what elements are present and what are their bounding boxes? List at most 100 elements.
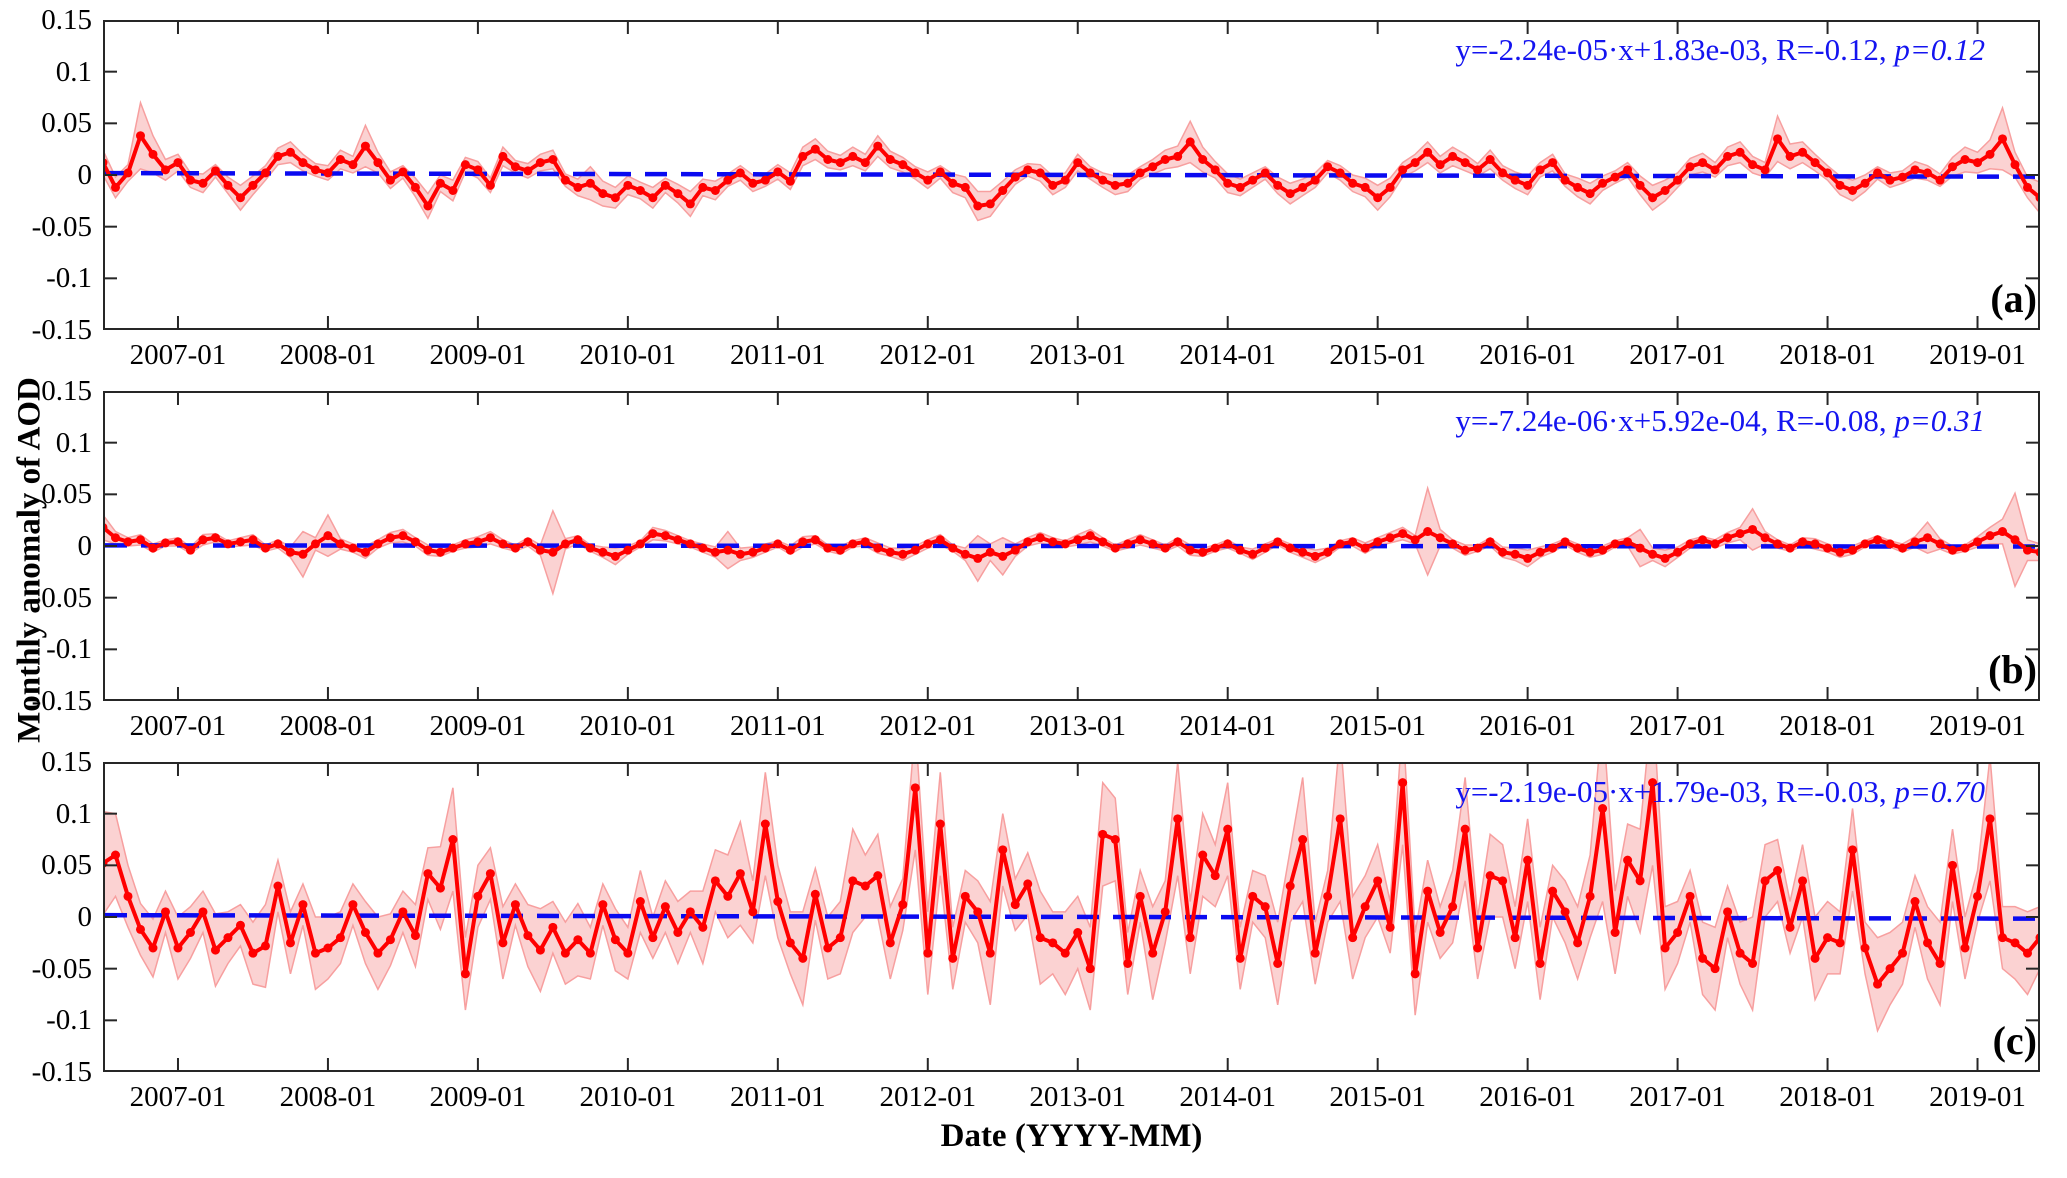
data-point	[998, 845, 1008, 855]
data-point	[1748, 959, 1758, 968]
data-point	[460, 969, 470, 979]
data-point	[1660, 943, 1670, 953]
data-point	[373, 539, 383, 549]
data-point	[1910, 537, 1920, 547]
data-point	[223, 539, 233, 549]
panel-a-label: (a)	[1990, 276, 2037, 321]
data-point	[1135, 535, 1145, 545]
data-point	[1510, 549, 1520, 559]
data-point	[1910, 165, 1920, 175]
data-point	[1985, 149, 1995, 159]
x-tick-label: 2012-01	[879, 339, 977, 371]
data-point	[1823, 543, 1833, 553]
data-point	[860, 881, 870, 891]
data-point	[1685, 539, 1695, 549]
data-point	[310, 539, 320, 549]
data-point	[960, 549, 970, 559]
data-point	[1673, 928, 1683, 937]
data-point	[1123, 539, 1133, 549]
data-point	[1348, 178, 1358, 188]
data-point	[173, 158, 183, 168]
data-point	[448, 835, 458, 844]
data-point	[1573, 543, 1583, 553]
data-point	[235, 537, 245, 547]
data-point	[1110, 180, 1120, 190]
data-point	[773, 539, 783, 549]
x-tick-label: 2010-01	[579, 1081, 677, 1113]
x-tick-label: 2018-01	[1779, 710, 1876, 742]
data-point	[1973, 158, 1983, 168]
data-point	[810, 889, 820, 899]
data-point	[1485, 155, 1495, 164]
data-point	[898, 900, 908, 910]
data-point	[1335, 168, 1345, 178]
data-point	[123, 891, 133, 901]
data-point	[1173, 151, 1183, 161]
data-point	[598, 189, 608, 199]
data-point	[848, 539, 858, 549]
data-point	[660, 180, 670, 190]
data-point	[1898, 172, 1908, 182]
data-point	[1410, 535, 1420, 545]
data-point	[1935, 175, 1945, 185]
data-point	[1698, 535, 1708, 545]
axes-box	[103, 762, 2040, 1072]
data-point	[185, 175, 195, 185]
data-point	[1498, 547, 1508, 557]
data-point	[660, 902, 670, 912]
data-point	[998, 551, 1008, 561]
y-tick-label: 0.05	[41, 849, 92, 882]
data-point	[1585, 189, 1595, 199]
data-point	[1835, 547, 1845, 557]
data-point	[273, 539, 283, 549]
data-point	[1473, 543, 1483, 553]
data-point	[1848, 545, 1858, 555]
data-point	[1710, 539, 1720, 549]
data-point	[1873, 168, 1883, 178]
data-point	[698, 182, 708, 192]
data-point	[973, 201, 983, 211]
x-tick-label: 2016-01	[1479, 710, 1576, 742]
data-point	[1860, 178, 1870, 188]
data-point	[1073, 535, 1083, 545]
data-point	[248, 535, 258, 545]
data-point	[698, 922, 708, 932]
data-point	[1948, 545, 1958, 555]
data-point	[1298, 547, 1308, 557]
data-point	[673, 928, 683, 937]
data-point	[210, 533, 220, 543]
data-point	[1698, 158, 1708, 168]
data-point	[1923, 168, 1933, 178]
data-point	[1123, 959, 1133, 968]
data-point	[1523, 855, 1533, 865]
data-point	[1773, 539, 1783, 549]
data-point	[1685, 891, 1695, 901]
data-point	[1935, 959, 1945, 968]
data-point	[523, 166, 533, 176]
data-point	[1135, 168, 1145, 178]
x-tick-label: 2007-01	[129, 339, 227, 371]
data-point	[123, 537, 133, 547]
data-point	[535, 945, 545, 955]
data-point	[1810, 953, 1820, 963]
data-point	[1323, 162, 1333, 172]
data-point	[160, 538, 170, 548]
data-point	[2023, 182, 2033, 192]
data-point	[310, 165, 320, 175]
data-point	[448, 543, 458, 553]
data-point	[810, 535, 820, 545]
data-point	[798, 537, 808, 547]
data-point	[235, 193, 245, 203]
data-point	[1873, 535, 1883, 545]
data-point	[1435, 160, 1445, 170]
data-point	[1398, 529, 1408, 539]
data-point	[1898, 948, 1908, 958]
data-point	[1935, 539, 1945, 549]
data-point	[1285, 189, 1295, 199]
data-point	[1735, 147, 1745, 157]
data-point	[1148, 539, 1158, 549]
data-point	[1523, 553, 1533, 563]
panel-a-plot	[103, 20, 2040, 330]
data-point	[1273, 180, 1283, 190]
data-point	[1173, 814, 1183, 824]
